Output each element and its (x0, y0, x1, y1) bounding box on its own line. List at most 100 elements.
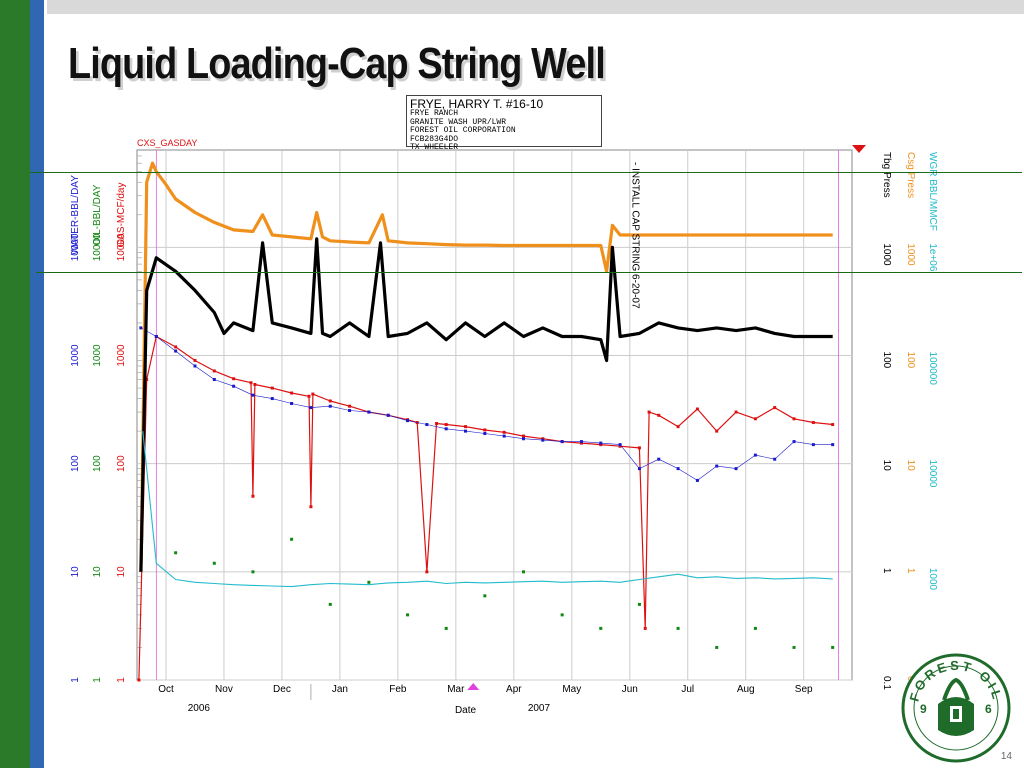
series-gas-mcf-day-point (174, 345, 178, 349)
series-gas-mcf-day-point (425, 570, 429, 574)
left-axis-tick: 10 (70, 566, 81, 578)
series-gas-mcf-day-point (695, 407, 699, 411)
x-tick-label: Jul (681, 684, 694, 695)
series-water-bbl-day-point (541, 438, 545, 442)
series-water-bbl-day-point (348, 409, 352, 413)
left-axis-tick: 1000 (92, 344, 103, 367)
series-gas-mcf-day-point (328, 399, 332, 403)
series-oil-bbl-day-point (831, 645, 835, 649)
series-water-bbl-day-point (831, 443, 835, 447)
series-water-bbl-day-point (618, 443, 622, 447)
left-axis-label: OIL-BBL/DAY (92, 184, 103, 245)
left-axis-tick: 100 (70, 455, 81, 472)
right-axis-tick: 10 (905, 460, 916, 472)
right-axis-tick: 1 (881, 568, 892, 574)
series-water-bbl-day-point (174, 349, 178, 353)
series-oil-bbl-day-point (521, 570, 525, 574)
well-info-line: TX WHEELER (410, 143, 459, 153)
left-axis-label: CXS_GASDAY (137, 138, 197, 148)
left-axis-tick: 10000 (70, 233, 81, 261)
logo-year-right: 6 (985, 702, 992, 716)
x-tick-label: Apr (506, 684, 522, 695)
series-gas-mcf-day-point (643, 626, 647, 630)
left-axis-tick: 10000 (92, 233, 103, 261)
logo-year-left: 9 (920, 702, 927, 716)
series-water-bbl-day-point (309, 406, 313, 410)
right-axis-tick: 100000 (927, 352, 938, 386)
x-tick-label: Jun (622, 684, 638, 695)
series-water-bbl-day-point (676, 467, 680, 471)
x-tick-label: Aug (737, 684, 755, 695)
left-blue-bar (30, 0, 44, 768)
series-gas-mcf-day-point (773, 406, 777, 410)
x-tick-label: May (562, 684, 581, 695)
series-water-bbl-day-point (734, 467, 738, 471)
well-info-box: FRYE, HARRY T. #16-10 FRYE RANCH GRANITE… (406, 95, 602, 152)
series-water-bbl-day-point (328, 404, 332, 408)
left-axis-tick: 1 (116, 677, 127, 683)
right-axis-tick: 1000 (881, 243, 892, 266)
series-gas-mcf-day-point (657, 413, 661, 417)
x-year-label: 2007 (528, 703, 551, 714)
series-gas-mcf-day-point (435, 422, 439, 426)
divider-line-lower (36, 272, 1022, 273)
left-axis-tick: 10000 (116, 233, 127, 261)
right-axis-tick: 1000 (905, 243, 916, 266)
series-gas-mcf-day-point (676, 425, 680, 429)
series-oil-bbl-day-point (251, 570, 255, 574)
series-gas-mcf-day-point (193, 358, 197, 362)
series-oil-bbl-day-point (753, 626, 757, 630)
series-water-bbl-day-point (464, 429, 468, 433)
series-gas-mcf-day-point (734, 410, 738, 414)
series-water-bbl-day-point (502, 434, 506, 438)
series-water-bbl-day-point (695, 478, 699, 482)
right-axis-label: Tbg Press (881, 152, 892, 198)
x-tick-label: Oct (158, 684, 174, 695)
series-gas-mcf-day-point (253, 382, 257, 386)
series-gas-mcf-day-point (715, 429, 719, 433)
left-axis-tick: 100 (116, 455, 127, 472)
series-gas-mcf-day-point (145, 378, 149, 382)
series-gas-mcf-day-point (249, 381, 253, 385)
series-oil-bbl-day-point (367, 580, 371, 584)
left-axis-label: WATER-BBL/DAY (70, 175, 81, 255)
series-water-bbl-day-point (367, 410, 371, 414)
left-axis-label: GAS-MCF/day (116, 182, 127, 247)
top-marker-triangle (852, 145, 866, 153)
left-axis-tick: 10 (92, 566, 103, 578)
series-gas-mcf-day-point (270, 386, 274, 390)
series-gas-mcf-day-point (502, 430, 506, 434)
series-gas-mcf-day-point (348, 404, 352, 408)
series-oil-bbl-day-point (792, 645, 796, 649)
x-tick-label: Mar (447, 684, 465, 695)
series-water-bbl-day-point (657, 457, 661, 461)
series-oil-bbl-day-point (444, 626, 448, 630)
series-gas-mcf-day-point (599, 443, 603, 447)
left-axis-tick: 1000 (116, 344, 127, 367)
well-info-line: FOREST OIL CORPORATION (410, 126, 516, 136)
cap-string-annotation: - INSTALL CAP STRING 6-20-07 (629, 162, 640, 309)
series-water-bbl-day-point (811, 443, 815, 447)
series-water-bbl-day-point (270, 397, 274, 401)
x-tick-label: Jan (332, 684, 348, 695)
divider-line-upper (30, 172, 1022, 173)
series-oil-bbl-day-point (483, 594, 487, 598)
series-oil-bbl-day-point (560, 613, 564, 617)
series-water-bbl-day-point (386, 413, 390, 417)
series-water-bbl-day-point (251, 393, 255, 397)
series-gas-mcf-day-point (521, 434, 525, 438)
series-water-bbl-day-point (290, 402, 294, 406)
x-axis-label: Date (455, 705, 477, 716)
series-wgr-bbl-mmcf-line (142, 431, 833, 588)
right-axis-tick: 10 (881, 460, 892, 472)
series-gas-mcf-day-point (307, 394, 311, 398)
left-separator (44, 0, 47, 768)
series-gas-mcf-day-point (811, 421, 815, 425)
series-oil-bbl-day-point (599, 626, 603, 630)
right-axis-tick: 1 (905, 568, 916, 574)
well-info-line: GRANITE WASH UPR/LWR (410, 117, 507, 127)
left-axis-tick: 10 (116, 566, 127, 578)
series-gas-mcf-day-line (138, 335, 833, 681)
x-tick-label: Nov (215, 684, 233, 695)
